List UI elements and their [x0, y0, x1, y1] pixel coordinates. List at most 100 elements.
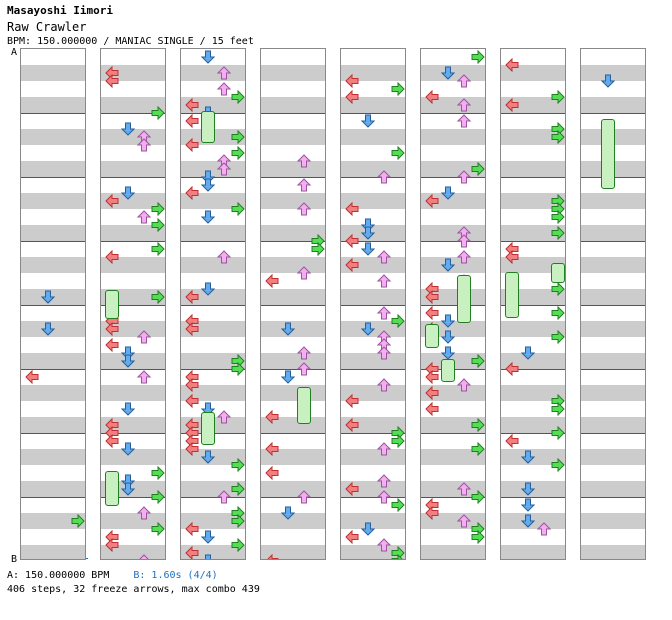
measure-line [101, 369, 165, 370]
right-arrow-icon [151, 242, 165, 256]
down-arrow-icon [361, 242, 375, 256]
down-arrow-icon [121, 122, 135, 136]
right-arrow-icon [151, 290, 165, 304]
left-arrow-icon [105, 322, 119, 336]
left-arrow-icon [265, 554, 279, 559]
measure-line [261, 433, 325, 434]
chart-column [500, 48, 566, 560]
measure-line [501, 497, 565, 498]
down-arrow-icon [361, 226, 375, 240]
right-arrow-icon [231, 146, 245, 160]
down-arrow-icon [601, 74, 615, 88]
freeze-arrow-icon [297, 387, 311, 424]
right-arrow-icon [551, 306, 565, 320]
up-arrow-icon [217, 162, 231, 176]
measure-line [101, 177, 165, 178]
right-arrow-icon [151, 218, 165, 232]
right-arrow-icon [471, 418, 485, 432]
start-marker: A [11, 47, 18, 58]
chart-column [180, 48, 246, 560]
right-arrow-icon [151, 106, 165, 120]
measure-line [421, 305, 485, 306]
right-arrow-icon [231, 514, 245, 528]
left-arrow-icon [185, 546, 199, 559]
freeze-arrow-icon [441, 359, 455, 382]
measure-line [101, 113, 165, 114]
up-arrow-icon [377, 170, 391, 184]
right-arrow-icon [551, 458, 565, 472]
down-arrow-icon [121, 482, 135, 496]
down-arrow-icon [361, 522, 375, 536]
measure-line [261, 113, 325, 114]
left-arrow-icon [425, 386, 439, 400]
measure-line [421, 497, 485, 498]
measure-line [21, 241, 85, 242]
measure-line [581, 113, 645, 114]
left-arrow-icon [345, 530, 359, 544]
down-arrow-icon [281, 370, 295, 384]
up-arrow-icon [457, 234, 471, 248]
left-arrow-icon [345, 90, 359, 104]
down-arrow-icon [441, 314, 455, 328]
up-arrow-icon [377, 250, 391, 264]
measure-line [581, 433, 645, 434]
left-arrow-icon [425, 506, 439, 520]
up-arrow-icon [297, 202, 311, 216]
measure-line [101, 433, 165, 434]
up-arrow-icon [457, 250, 471, 264]
left-arrow-icon [505, 250, 519, 264]
up-arrow-icon [457, 98, 471, 112]
freeze-arrow-icon [551, 263, 565, 283]
down-arrow-icon [441, 66, 455, 80]
down-arrow-icon [41, 322, 55, 336]
freeze-arrow-icon [201, 412, 215, 445]
right-arrow-icon [231, 362, 245, 376]
right-arrow-icon [151, 202, 165, 216]
measure-line [101, 497, 165, 498]
measure-line [21, 369, 85, 370]
measure-line [341, 177, 405, 178]
right-arrow-icon [151, 522, 165, 536]
measure-line [341, 369, 405, 370]
bpm-legend: A: 150.000000 BPM B: 1.60s (4/4) [7, 571, 218, 581]
left-arrow-icon [185, 394, 199, 408]
right-arrow-icon [471, 530, 485, 544]
measure-line [181, 305, 245, 306]
left-arrow-icon [185, 442, 199, 456]
left-arrow-icon [25, 370, 39, 384]
down-arrow-icon [201, 554, 215, 559]
measure-line [261, 305, 325, 306]
up-arrow-icon [377, 274, 391, 288]
left-arrow-icon [425, 290, 439, 304]
measure-line [501, 433, 565, 434]
up-arrow-icon [297, 346, 311, 360]
left-arrow-icon [105, 338, 119, 352]
down-arrow-icon [441, 258, 455, 272]
left-arrow-icon [505, 362, 519, 376]
left-arrow-icon [345, 258, 359, 272]
left-arrow-icon [345, 234, 359, 248]
up-arrow-icon [377, 474, 391, 488]
measure-line [501, 369, 565, 370]
measure-line [261, 177, 325, 178]
down-arrow-icon [521, 450, 535, 464]
left-arrow-icon [425, 194, 439, 208]
left-arrow-icon [185, 98, 199, 112]
right-arrow-icon [391, 554, 405, 559]
measure-line [261, 497, 325, 498]
up-arrow-icon [137, 138, 151, 152]
up-arrow-icon [297, 178, 311, 192]
up-arrow-icon [457, 482, 471, 496]
left-arrow-icon [185, 378, 199, 392]
measure-line [21, 305, 85, 306]
left-arrow-icon [425, 402, 439, 416]
right-arrow-icon [551, 426, 565, 440]
up-arrow-icon [137, 330, 151, 344]
left-arrow-icon [105, 538, 119, 552]
up-arrow-icon [137, 370, 151, 384]
right-arrow-icon [71, 514, 85, 528]
freeze-arrow-icon [105, 290, 119, 319]
up-arrow-icon [217, 66, 231, 80]
chart-summary: 406 steps, 32 freeze arrows, max combo 4… [7, 584, 260, 595]
measure-line [501, 241, 565, 242]
